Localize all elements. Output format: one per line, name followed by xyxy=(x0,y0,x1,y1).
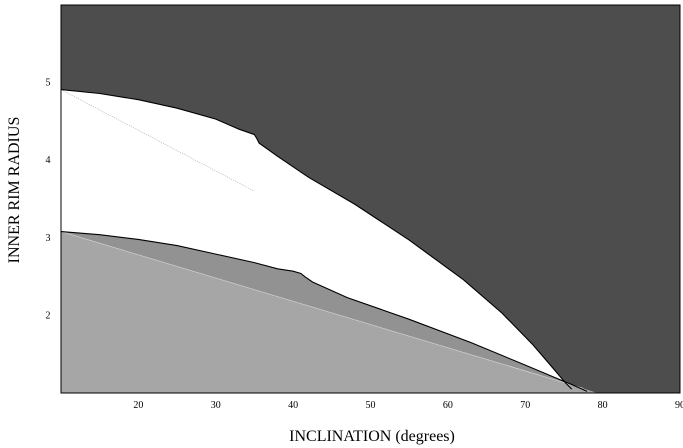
x-tick-label: 90 xyxy=(675,400,683,411)
x-axis-title: INCLINATION (degrees) xyxy=(289,428,455,445)
upper-boundary-curve xyxy=(60,89,573,390)
y-tick-label: 2 xyxy=(46,310,51,321)
region-split-line xyxy=(60,231,584,389)
y-tick-label: 5 xyxy=(46,78,51,89)
x-tick-label: 30 xyxy=(211,400,221,411)
x-tick-label: 60 xyxy=(443,400,453,411)
dashed-diagonal-line xyxy=(60,89,255,192)
lower-boundary-curve xyxy=(60,231,588,392)
x-axis-ticks: 20 30 40 50 60 70 80 90 xyxy=(133,400,683,411)
y-tick-label: 3 xyxy=(46,233,51,244)
y-axis-ticks: 2 3 4 5 xyxy=(46,78,51,322)
x-tick-label: 40 xyxy=(288,400,298,411)
x-tick-label: 50 xyxy=(366,400,376,411)
x-tick-label: 20 xyxy=(133,400,143,411)
y-axis-title: INNER RIM RADIUS xyxy=(6,117,23,264)
x-tick-label: 70 xyxy=(520,400,530,411)
y-tick-label: 4 xyxy=(46,155,51,166)
plot-frame xyxy=(60,4,681,394)
x-tick-label: 80 xyxy=(598,400,608,411)
plot-area xyxy=(60,4,681,394)
